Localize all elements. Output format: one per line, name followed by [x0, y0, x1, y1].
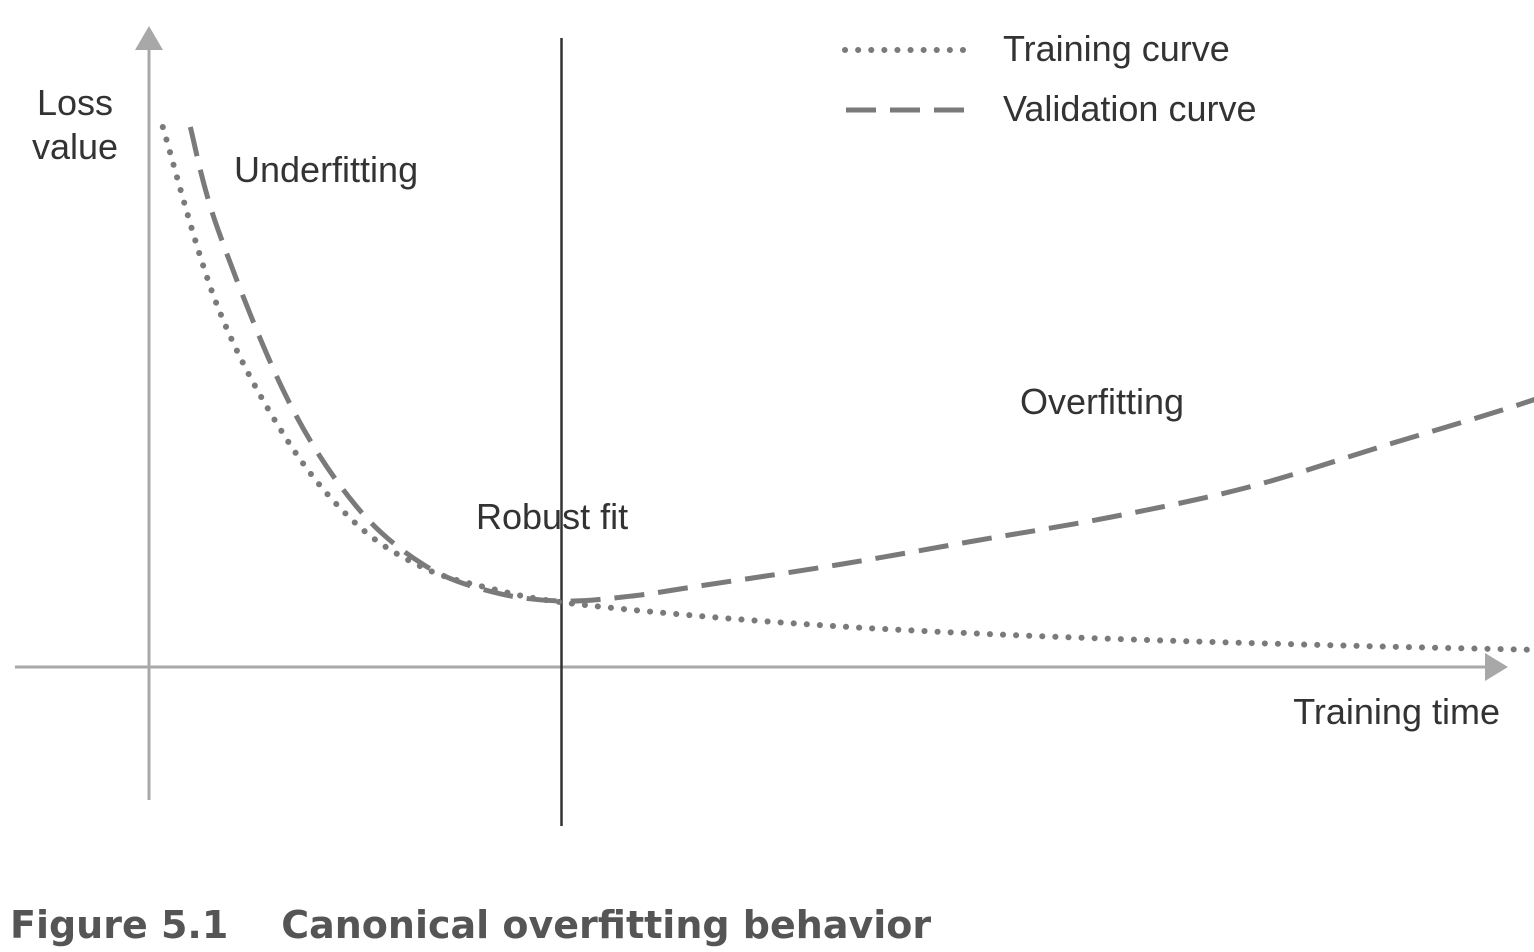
y-axis-label-line1: Loss — [37, 82, 113, 123]
annotation-robust-fit: Robust fit — [476, 496, 628, 537]
validation-curve-line — [187, 126, 1534, 604]
x-axis-arrowhead — [1485, 653, 1508, 681]
y-axis-arrowhead — [135, 26, 163, 50]
y-axis-label-line2: value — [32, 126, 118, 167]
annotation-overfitting: Overfitting — [1020, 381, 1184, 422]
annotation-underfitting: Underfitting — [234, 149, 418, 190]
legend: Training curve Validation curve — [842, 28, 1256, 129]
legend-training-label: Training curve — [1003, 28, 1230, 69]
x-axis-label: Training time — [1293, 691, 1500, 732]
figure-caption: Figure 5.1 Canonical overfitting behavio… — [10, 903, 931, 947]
training-curve-line — [159, 124, 1534, 653]
legend-validation-label: Validation curve — [1003, 88, 1256, 129]
